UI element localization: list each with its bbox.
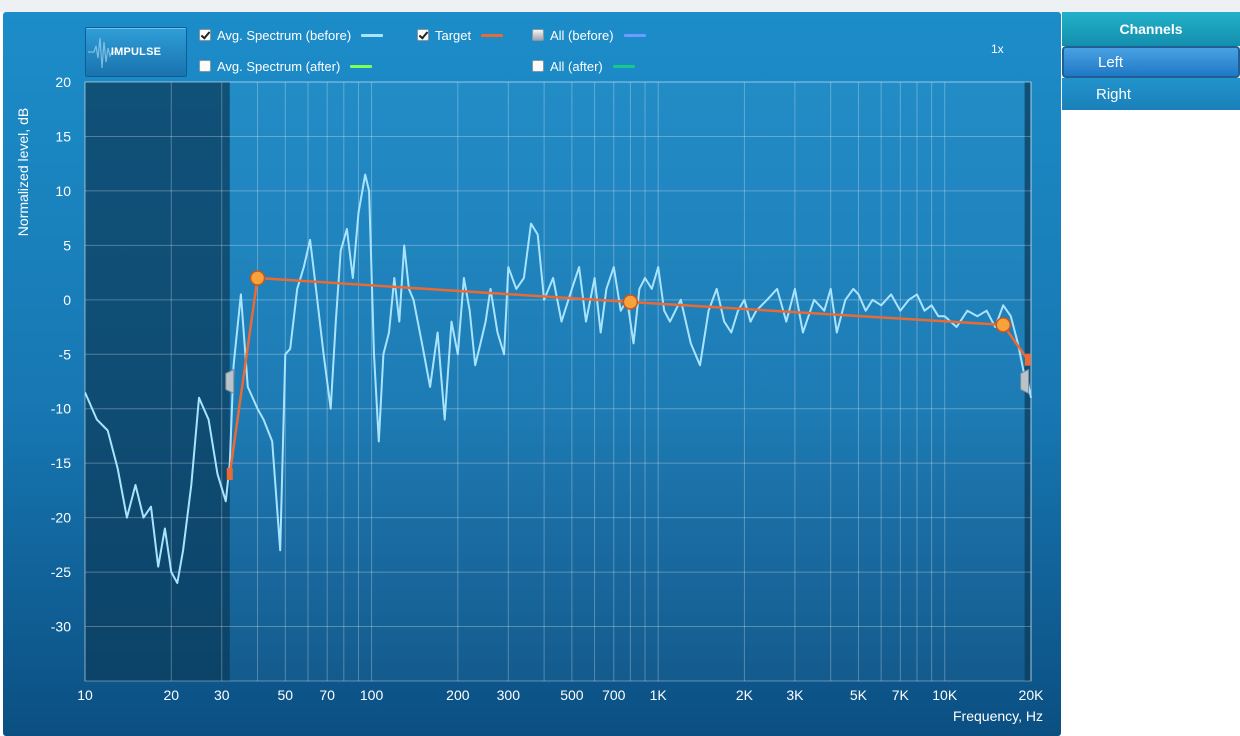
legend-label: Avg. Spectrum (after): [217, 58, 341, 74]
plot-border: [84, 81, 1032, 682]
channel-right[interactable]: Right: [1062, 78, 1240, 110]
legend-swatch: [612, 64, 635, 68]
checkbox-avg-spectrum-after[interactable]: [199, 60, 211, 72]
target-endpoint-marker: [226, 468, 233, 481]
y-axis-title: Normalized level, dB: [15, 108, 31, 236]
x-tick-label: 50: [278, 687, 294, 703]
y-tick-label: 10: [55, 183, 71, 199]
x-tick-label: 100: [360, 687, 384, 703]
x-tick-label: 300: [497, 687, 521, 703]
x-tick-label: 30: [214, 687, 230, 703]
legend-label: Avg. Spectrum (before): [217, 27, 352, 43]
excluded-region: [85, 82, 230, 681]
x-tick-label: 700: [602, 687, 626, 703]
target-control-point: [249, 270, 266, 286]
y-tick-label: -20: [51, 510, 71, 526]
measurement-panel: 20 15 10 5 0 -5 -10 -15 -20 -25 -30 10 20 30 50 70 100 20…: [3, 12, 1061, 736]
legend-label: All (before): [550, 27, 614, 43]
channels-title: Channels: [1062, 12, 1240, 46]
legend-avg-spectrum-after[interactable]: Avg. Spectrum (after): [199, 57, 373, 75]
impulse-button[interactable]: IMPULSE: [85, 27, 187, 77]
x-axis-title: Frequency, Hz: [953, 708, 1043, 724]
legend-label: Target: [435, 27, 472, 43]
legend-swatch: [623, 33, 646, 37]
x-tick-label: 5K: [850, 687, 868, 703]
zoom-level[interactable]: 1x: [991, 42, 1004, 56]
legend-label: All (after): [550, 58, 603, 74]
legend-swatch: [361, 33, 384, 37]
y-tick-label: -25: [51, 564, 71, 580]
checkbox-target[interactable]: [417, 29, 429, 41]
y-tick-label: -5: [59, 346, 72, 362]
x-tick-label: 500: [560, 687, 584, 703]
y-tick-label: -30: [51, 619, 71, 635]
y-tick-label: 15: [55, 128, 71, 144]
checkbox-all-before[interactable]: [532, 29, 544, 41]
checkbox-all-after[interactable]: [532, 60, 544, 72]
x-tick-label: 200: [446, 687, 470, 703]
legend-avg-spectrum-before[interactable]: Avg. Spectrum (before): [199, 26, 384, 44]
x-tick-label: 70: [319, 687, 335, 703]
target-endpoint-marker: [1024, 353, 1031, 366]
x-tick-label: 7K: [892, 687, 910, 703]
x-tick-label: 1K: [650, 687, 668, 703]
legend-all-before[interactable]: All (before): [532, 26, 646, 44]
x-tick-label: 2K: [736, 687, 754, 703]
y-tick-label: 20: [55, 74, 71, 90]
legend-swatch: [350, 64, 373, 68]
waveform-icon: [88, 37, 118, 69]
x-tick-label: 10K: [932, 687, 958, 703]
target-control-point: [622, 294, 639, 310]
legend-target[interactable]: Target: [417, 26, 504, 44]
channels-panel: Channels Left Right: [1062, 12, 1240, 110]
y-tick-label: -15: [51, 455, 71, 471]
impulse-button-label: IMPULSE: [110, 46, 162, 58]
series-avg-spectrum-before: [85, 173, 1032, 584]
top-strip: [0, 0, 1240, 12]
x-tick-label: 20K: [1019, 687, 1045, 703]
legend-swatch: [481, 33, 504, 37]
y-tick-label: 5: [63, 237, 71, 253]
legend-all-after[interactable]: All (after): [532, 57, 635, 75]
checkbox-avg-spectrum-before[interactable]: [199, 29, 211, 41]
x-tick-label: 3K: [786, 687, 804, 703]
range-handle: [1020, 368, 1030, 395]
target-control-point: [995, 317, 1011, 333]
y-tick-label: 0: [63, 292, 71, 308]
y-tick-label: -10: [51, 401, 71, 417]
channel-left[interactable]: Left: [1062, 46, 1240, 78]
x-tick-label: 10: [77, 687, 93, 703]
range-handle: [225, 368, 235, 395]
x-tick-label: 20: [163, 687, 179, 703]
